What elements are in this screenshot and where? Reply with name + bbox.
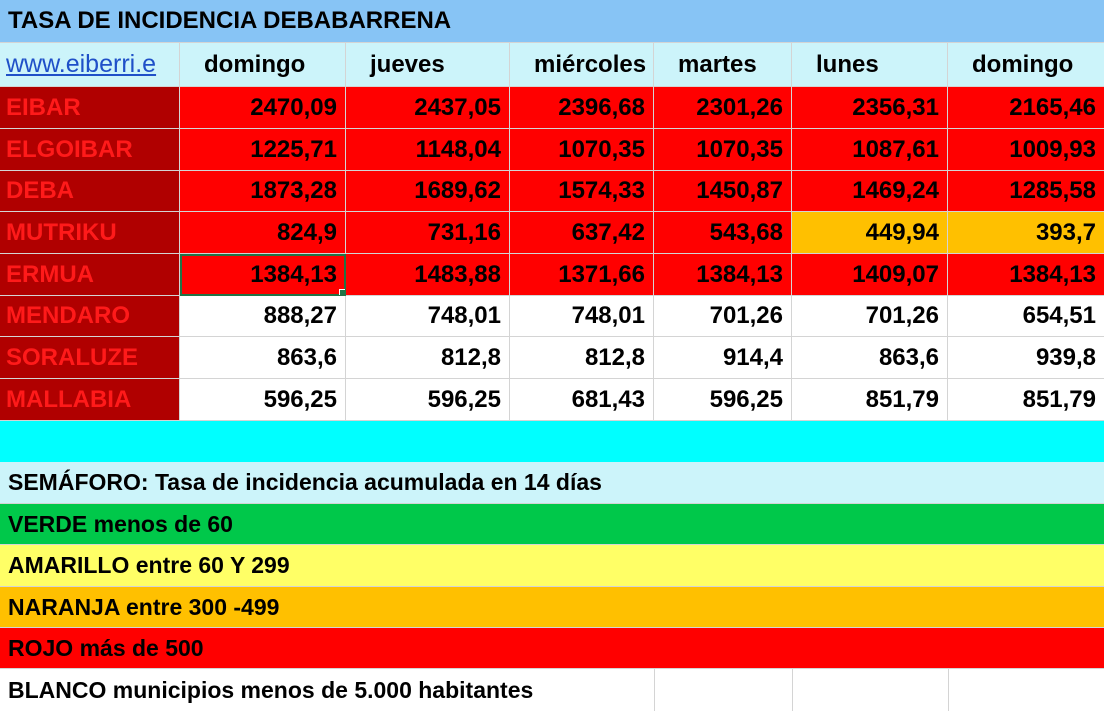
- value-cell[interactable]: 596,25: [180, 379, 346, 421]
- header-day-6[interactable]: domingo: [948, 43, 1104, 87]
- value-text: 1384,13: [250, 260, 337, 288]
- value-cell[interactable]: 888,27: [180, 296, 346, 337]
- value-cell[interactable]: 1384,13: [654, 254, 792, 296]
- value-cell[interactable]: 812,8: [510, 337, 654, 379]
- value-cell[interactable]: 2356,31: [792, 87, 948, 129]
- value-cell[interactable]: 2165,46: [948, 87, 1104, 129]
- value-cell[interactable]: 1873,28: [180, 171, 346, 212]
- value-cell[interactable]: 449,94: [792, 212, 948, 254]
- sheet-title[interactable]: TASA DE INCIDENCIA DEBABARRENA: [0, 0, 1104, 43]
- municipality-name[interactable]: ELGOIBAR: [0, 129, 180, 171]
- value-cell[interactable]: 596,25: [346, 379, 510, 421]
- legend-green[interactable]: VERDE menos de 60: [0, 504, 1104, 545]
- header-day-4[interactable]: martes: [654, 43, 792, 87]
- legend-heading[interactable]: SEMÁFORO: Tasa de incidencia acumulada e…: [0, 462, 1104, 504]
- value-cell[interactable]: 596,25: [654, 379, 792, 421]
- municipality-name[interactable]: EIBAR: [0, 87, 180, 129]
- value-cell[interactable]: 1225,71: [180, 129, 346, 171]
- value-cell[interactable]: 1371,66: [510, 254, 654, 296]
- value-cell[interactable]: 731,16: [346, 212, 510, 254]
- municipality-name[interactable]: DEBA: [0, 171, 180, 212]
- municipality-name[interactable]: SORALUZE: [0, 337, 180, 379]
- value-cell[interactable]: 851,79: [792, 379, 948, 421]
- table-row: SORALUZE 863,6 812,8 812,8 914,4 863,6 9…: [0, 337, 1104, 379]
- gridline: [792, 669, 793, 711]
- value-cell[interactable]: 681,43: [510, 379, 654, 421]
- value-cell[interactable]: 701,26: [792, 296, 948, 337]
- value-cell[interactable]: 748,01: [510, 296, 654, 337]
- header-day-5[interactable]: lunes: [792, 43, 948, 87]
- value-cell[interactable]: 543,68: [654, 212, 792, 254]
- table-row: ERMUA 1384,13 1483,88 1371,66 1384,13 14…: [0, 254, 1104, 296]
- legend-yellow-row: AMARILLO entre 60 Y 299: [0, 545, 1104, 587]
- selected-cell[interactable]: 1384,13: [180, 254, 346, 296]
- value-cell[interactable]: 939,8: [948, 337, 1104, 379]
- value-cell[interactable]: 1574,33: [510, 171, 654, 212]
- legend-orange[interactable]: NARANJA entre 300 -499: [0, 587, 1104, 628]
- source-link[interactable]: www.eiberri.e: [0, 43, 180, 87]
- title-row: TASA DE INCIDENCIA DEBABARRENA: [0, 0, 1104, 43]
- value-cell[interactable]: 824,9: [180, 212, 346, 254]
- legend-white-row: BLANCO municipios menos de 5.000 habitan…: [0, 669, 1104, 711]
- value-cell[interactable]: 914,4: [654, 337, 792, 379]
- municipality-name[interactable]: MUTRIKU: [0, 212, 180, 254]
- legend-orange-row: NARANJA entre 300 -499: [0, 587, 1104, 628]
- legend-green-row: VERDE menos de 60: [0, 504, 1104, 545]
- value-cell[interactable]: 654,51: [948, 296, 1104, 337]
- value-cell[interactable]: 1087,61: [792, 129, 948, 171]
- value-cell[interactable]: 1689,62: [346, 171, 510, 212]
- value-cell[interactable]: 863,6: [792, 337, 948, 379]
- value-cell[interactable]: 637,42: [510, 212, 654, 254]
- value-cell[interactable]: 2470,09: [180, 87, 346, 129]
- municipality-name[interactable]: ERMUA: [0, 254, 180, 296]
- value-cell[interactable]: 851,79: [948, 379, 1104, 421]
- value-cell[interactable]: 812,8: [346, 337, 510, 379]
- legend-red[interactable]: ROJO más de 500: [0, 628, 1104, 669]
- value-cell[interactable]: 2437,05: [346, 87, 510, 129]
- header-row: www.eiberri.e domingo jueves miércoles m…: [0, 43, 1104, 87]
- value-cell[interactable]: 748,01: [346, 296, 510, 337]
- value-cell[interactable]: 393,7: [948, 212, 1104, 254]
- value-cell[interactable]: 1070,35: [510, 129, 654, 171]
- value-cell[interactable]: 1409,07: [792, 254, 948, 296]
- table-row: ELGOIBAR 1225,71 1148,04 1070,35 1070,35…: [0, 129, 1104, 171]
- municipality-name[interactable]: MALLABIA: [0, 379, 180, 421]
- value-cell[interactable]: 2396,68: [510, 87, 654, 129]
- header-day-1[interactable]: domingo: [180, 43, 346, 87]
- value-cell[interactable]: 1285,58: [948, 171, 1104, 212]
- value-cell[interactable]: 2301,26: [654, 87, 792, 129]
- value-cell[interactable]: 1483,88: [346, 254, 510, 296]
- legend-yellow[interactable]: AMARILLO entre 60 Y 299: [0, 545, 1104, 587]
- table-row: EIBAR 2470,09 2437,05 2396,68 2301,26 23…: [0, 87, 1104, 129]
- municipality-name[interactable]: MENDARO: [0, 296, 180, 337]
- value-cell[interactable]: 701,26: [654, 296, 792, 337]
- value-cell[interactable]: 1070,35: [654, 129, 792, 171]
- table-row: DEBA 1873,28 1689,62 1574,33 1450,87 146…: [0, 171, 1104, 212]
- value-cell[interactable]: 1450,87: [654, 171, 792, 212]
- value-cell[interactable]: 1148,04: [346, 129, 510, 171]
- gridline: [948, 669, 949, 711]
- value-cell[interactable]: 863,6: [180, 337, 346, 379]
- table-row: MENDARO 888,27 748,01 748,01 701,26 701,…: [0, 296, 1104, 337]
- legend-heading-row: SEMÁFORO: Tasa de incidencia acumulada e…: [0, 462, 1104, 504]
- value-cell[interactable]: 1469,24: [792, 171, 948, 212]
- legend-white[interactable]: BLANCO municipios menos de 5.000 habitan…: [8, 676, 534, 703]
- table-row: MALLABIA 596,25 596,25 681,43 596,25 851…: [0, 379, 1104, 421]
- table-row: MUTRIKU 824,9 731,16 637,42 543,68 449,9…: [0, 212, 1104, 254]
- value-cell[interactable]: 1384,13: [948, 254, 1104, 296]
- header-day-3[interactable]: miércoles: [510, 43, 654, 87]
- gridline: [654, 669, 655, 711]
- legend-red-row: ROJO más de 500: [0, 628, 1104, 669]
- spacer-row[interactable]: [0, 421, 1104, 462]
- value-cell[interactable]: 1009,93: [948, 129, 1104, 171]
- header-day-2[interactable]: jueves: [346, 43, 510, 87]
- fill-handle[interactable]: [339, 289, 345, 295]
